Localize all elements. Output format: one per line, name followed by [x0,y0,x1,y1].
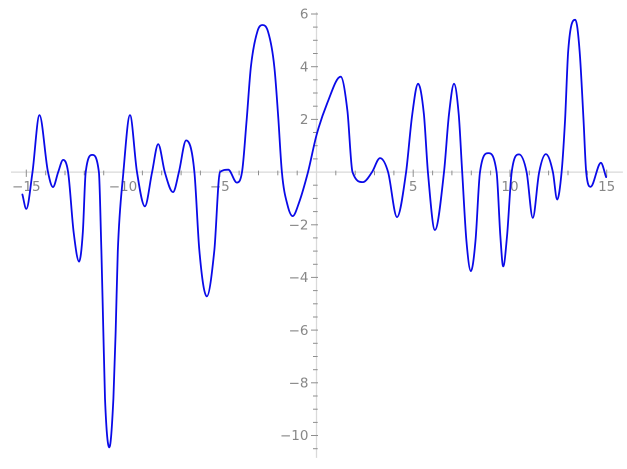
y-tick-label: −4 [289,270,309,286]
y-tick-label: 4 [300,59,309,75]
x-tick-label: −15 [12,179,41,195]
x-tick-label: 15 [598,179,615,195]
y-tick-label: −6 [289,323,309,339]
function-curve [21,18,607,449]
y-tick-label: 6 [300,7,309,23]
y-tick-label: −2 [289,218,309,234]
y-tick-label: −8 [289,376,309,392]
x-tick-label: 5 [409,179,418,195]
y-tick-label: 2 [300,112,309,128]
y-tick-label: −10 [280,428,309,444]
tick-marks [25,13,608,450]
x-tick-label: −5 [210,179,230,195]
axes [11,12,623,458]
x-tick-label: −10 [109,179,138,195]
